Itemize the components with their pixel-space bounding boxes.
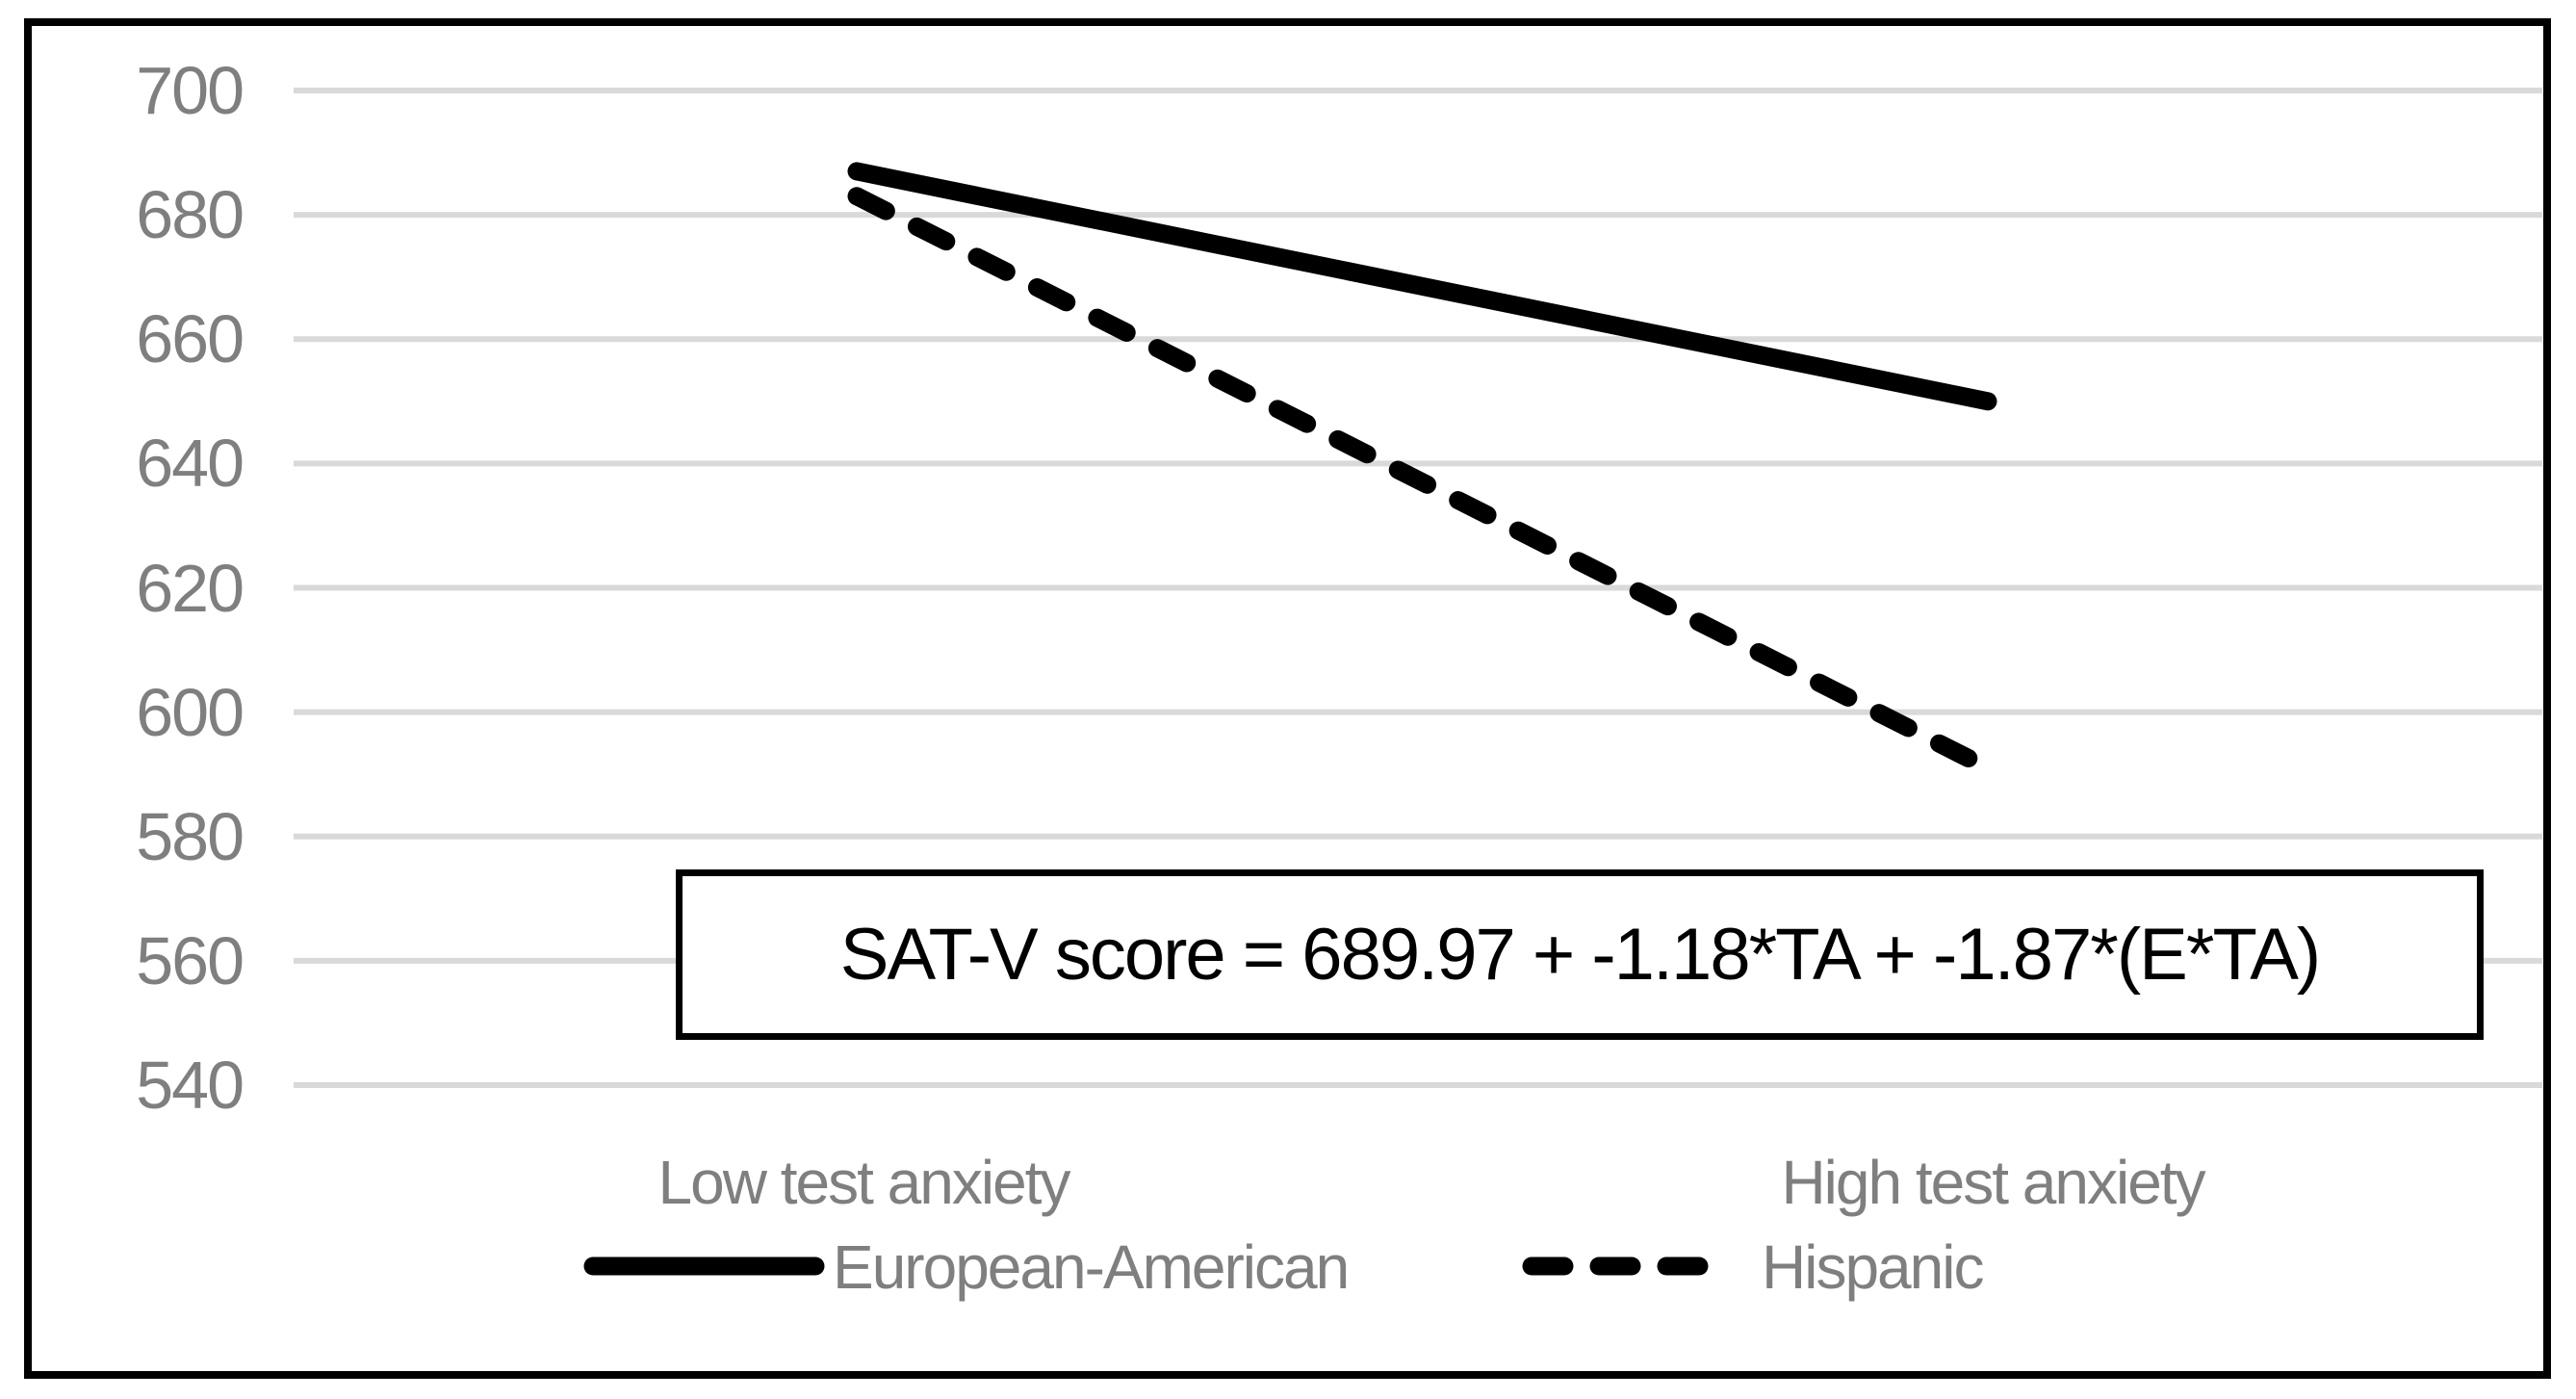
y-axis-tick-label: 580 <box>136 798 245 874</box>
legend-label-european-american: European-American <box>833 1232 1350 1302</box>
y-axis-tick-label: 600 <box>136 674 245 750</box>
x-category-label-low: Low test anxiety <box>657 1148 1071 1217</box>
chart-border <box>24 18 2551 1379</box>
y-axis-tick-label: 700 <box>136 53 245 128</box>
legend-label-hispanic: Hispanic <box>1762 1232 1984 1302</box>
x-category-label-high: High test anxiety <box>1781 1148 2205 1217</box>
series-line-hispanic <box>847 187 1997 778</box>
y-axis-tick-label: 540 <box>136 1048 245 1123</box>
y-axis-tick-label: 660 <box>136 301 245 377</box>
gridlines-group <box>294 88 2542 1088</box>
y-axis-tick-label: 640 <box>136 426 245 502</box>
series-lines-group <box>847 162 1997 778</box>
y-axis-tick-label: 680 <box>136 177 245 253</box>
series-line-european-american <box>847 162 1997 411</box>
y-axis-tick-label: 620 <box>136 550 245 626</box>
annotation-box: SAT-V score = 689.97 + -1.18*TA + -1.87*… <box>676 869 2484 1040</box>
annotation-text: SAT-V score = 689.97 + -1.18*TA + -1.87*… <box>839 914 2321 996</box>
y-axis-tick-label: 560 <box>136 922 245 998</box>
